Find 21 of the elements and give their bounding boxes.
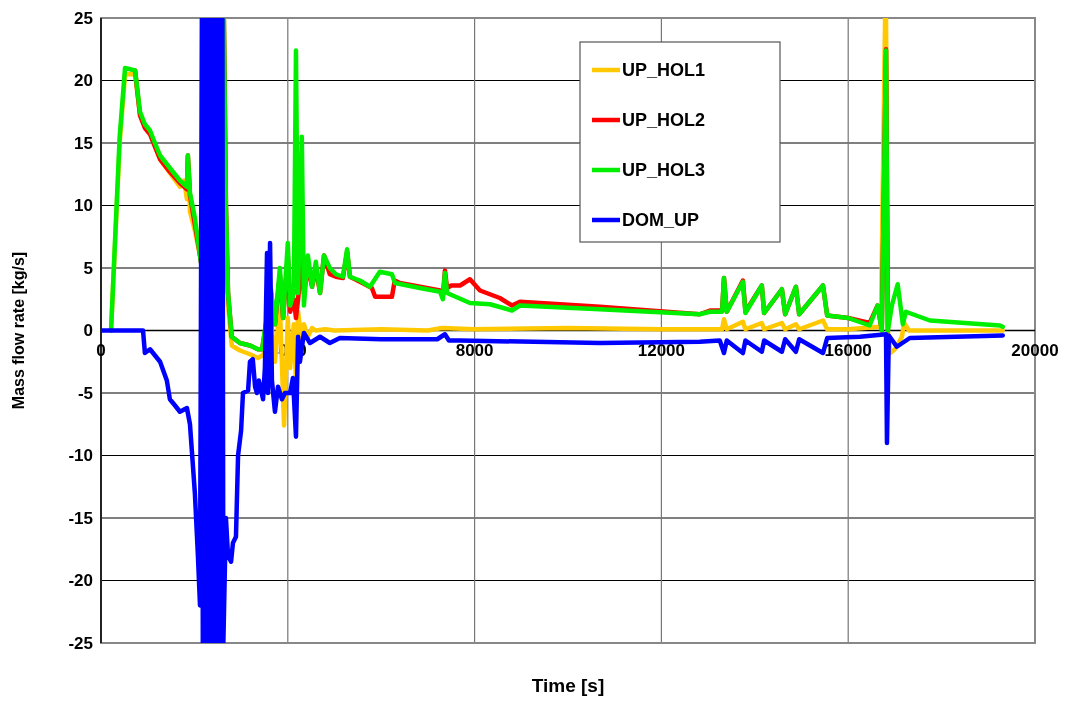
y-tick-label: 20 xyxy=(74,71,93,91)
x-tick-label: 8000 xyxy=(455,341,494,361)
y-tick-label: 10 xyxy=(74,196,93,216)
y-tick-label: 0 xyxy=(83,321,93,341)
y-tick-label: 15 xyxy=(74,133,93,153)
x-tick-label: 16000 xyxy=(824,341,872,361)
y-tick-label: 5 xyxy=(83,258,93,278)
y-tick-label: -20 xyxy=(68,571,93,591)
y-tick-label: -5 xyxy=(77,383,93,403)
y-axis-title: Mass flow rate [kg/s] xyxy=(10,251,27,410)
x-tick-label: 12000 xyxy=(637,341,686,361)
y-tick-label: -25 xyxy=(68,633,93,653)
legend-label: DOM_UP xyxy=(622,210,700,231)
y-tick-label: -15 xyxy=(68,508,93,528)
x-axis-title: Time [s] xyxy=(531,675,605,696)
legend-label: UP_HOL1 xyxy=(622,60,706,81)
y-tick-label: -10 xyxy=(68,446,93,466)
y-tick-label: 25 xyxy=(74,8,93,28)
x-tick-label: 20000 xyxy=(1011,341,1059,361)
legend-label: UP_HOL3 xyxy=(622,160,706,181)
legend-label: UP_HOL2 xyxy=(622,110,706,131)
